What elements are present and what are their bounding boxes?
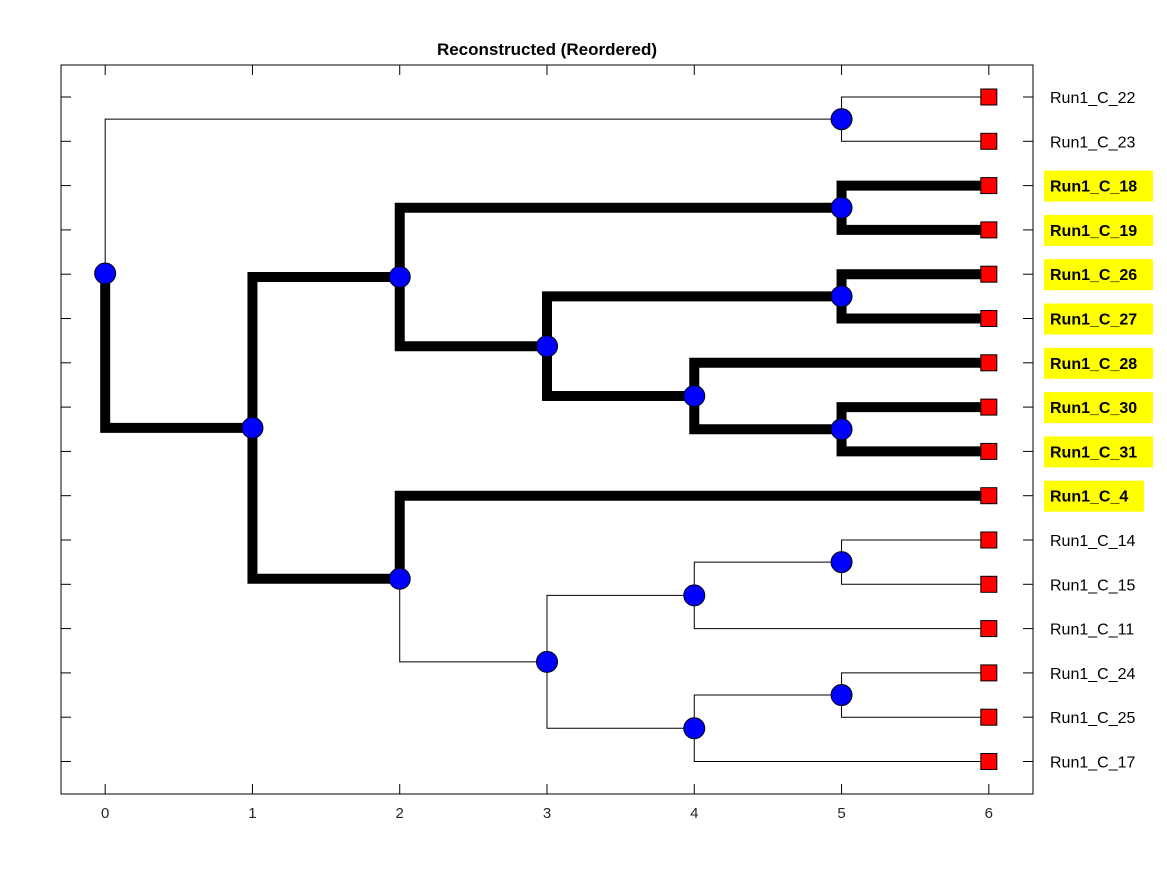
leaf-label-L14: Run1_C_14: [1050, 533, 1136, 550]
x-tick-label-3: 3: [543, 805, 551, 822]
edge-n4c-n5f: [693, 694, 842, 729]
internal-node-n3a: [536, 335, 558, 358]
edge-n3a-n4a: [542, 346, 695, 402]
leaf-node-L11: [980, 620, 998, 638]
leaf-label-highlight-L28: [1044, 347, 1153, 379]
internal-node-n1: [241, 416, 264, 439]
leaf-node-L4: [980, 487, 998, 505]
internal-node-n2a: [388, 265, 411, 288]
edge-n4b-L11: [693, 595, 989, 630]
chart-title: Reconstructed (Reordered): [437, 40, 657, 59]
internal-node-n5a: [830, 108, 853, 131]
leaf-label-L18: Run1_C_18: [1050, 179, 1137, 196]
leaf-node-L22: [980, 88, 998, 106]
internal-node-n4a: [683, 385, 706, 408]
leaf-node-L30: [980, 398, 998, 416]
leaf-label-L31: Run1_C_31: [1050, 444, 1137, 461]
plot-frame: [60, 64, 1034, 795]
leaf-node-L25: [980, 708, 998, 726]
leaf-node-L28: [980, 354, 998, 372]
internal-node-n5c: [830, 285, 853, 308]
edge-root-n1: [100, 273, 253, 433]
leaf-label-highlight-L26: [1044, 259, 1153, 291]
leaf-label-L25: Run1_C_25: [1050, 710, 1136, 727]
leaf-node-L15: [980, 575, 998, 593]
leaf-label-L15: Run1_C_15: [1050, 577, 1136, 594]
edge-n2b-n3b: [399, 578, 547, 663]
x-tick-label-6: 6: [985, 805, 993, 822]
edge-n4c-L17: [693, 728, 989, 762]
edge-n4a-n5d: [689, 396, 842, 435]
leaf-label-highlight-L27: [1044, 303, 1153, 335]
leaf-label-L24: Run1_C_24: [1050, 666, 1136, 683]
internal-node-n4c: [683, 717, 706, 740]
leaf-label-L19: Run1_C_19: [1050, 223, 1137, 240]
internal-node-n2b: [388, 567, 411, 590]
edge-n1-n2a: [247, 271, 400, 428]
leaf-node-L14: [980, 531, 998, 549]
leaf-node-L31: [980, 442, 998, 460]
leaf-label-highlight-L18: [1044, 170, 1153, 202]
leaf-labels-layer: Run1_C_22 Run1_C_23 Run1_C_18 Run1_C_19 Run1…: [1044, 90, 1153, 772]
internal-node-n5b: [830, 196, 853, 219]
leaf-label-L28: Run1_C_28: [1050, 356, 1137, 373]
edge-n4b-n5e: [693, 561, 842, 596]
leaf-label-highlight-L19: [1044, 214, 1153, 246]
leaf-label-L23: Run1_C_23: [1050, 134, 1136, 151]
edge-n4a-L28: [689, 357, 989, 397]
leaf-node-L24: [980, 664, 998, 682]
internal-node-n3b: [536, 650, 558, 673]
leaf-label-L26: Run1_C_26: [1050, 267, 1137, 284]
leaf-node-L26: [980, 265, 998, 283]
nodes-layer: [94, 88, 998, 770]
leaf-label-L17: Run1_C_17: [1050, 755, 1136, 772]
leaf-label-L30: Run1_C_30: [1050, 400, 1137, 417]
leaf-label-L11: Run1_C_11: [1050, 622, 1134, 639]
edges-layer: [100, 96, 989, 762]
leaf-label-L27: Run1_C_27: [1050, 312, 1137, 329]
edge-n2a-n3a: [394, 276, 547, 352]
edge-n3b-n4c: [546, 661, 695, 729]
leaf-label-L22: Run1_C_22: [1050, 90, 1136, 107]
leaf-node-L27: [980, 310, 998, 327]
x-tick-label-2: 2: [396, 805, 404, 822]
internal-node-n5f: [830, 684, 853, 707]
edge-n3a-n5c: [542, 291, 842, 347]
leaf-label-L4: Run1_C_4: [1050, 489, 1128, 506]
internal-node-root: [94, 262, 117, 285]
leaf-node-L23: [980, 132, 998, 150]
x-tick-label-1: 1: [248, 805, 256, 822]
leaf-label-highlight-L31: [1044, 436, 1153, 468]
edge-n3b-n4b: [546, 594, 695, 662]
leaf-node-L19: [980, 221, 998, 239]
internal-node-n4b: [683, 584, 706, 607]
x-tick-label-5: 5: [837, 805, 845, 822]
edge-n2b-L4: [394, 490, 989, 579]
axis-layer: 0 1 2 3 4 5 6: [61, 65, 1033, 822]
edge-n2a-n5b: [394, 202, 842, 277]
internal-node-n5d: [830, 418, 853, 441]
internal-node-n5e: [830, 551, 853, 574]
leaf-node-L17: [980, 753, 998, 770]
leaf-label-highlight-L30: [1044, 392, 1153, 424]
edge-n1-n2b: [247, 427, 400, 584]
leaf-label-highlight-L4: [1044, 480, 1144, 512]
leaf-node-L18: [980, 177, 998, 195]
edge-root-n5a: [104, 118, 842, 274]
x-tick-label-0: 0: [101, 805, 109, 822]
x-tick-label-4: 4: [690, 805, 698, 822]
